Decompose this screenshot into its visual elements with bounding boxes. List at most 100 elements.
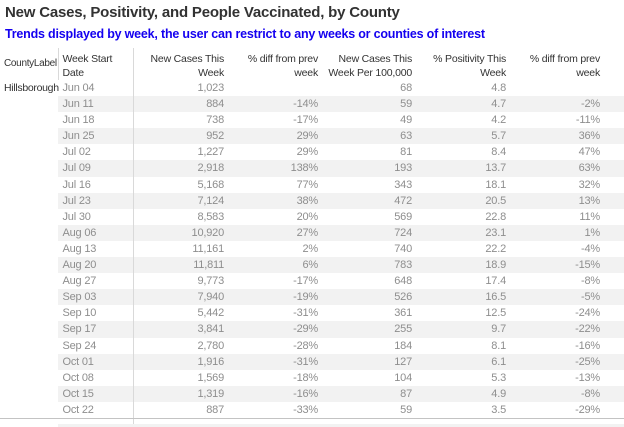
- cell-cases-per-100k[interactable]: 87: [321, 385, 415, 402]
- column-header-positivity[interactable]: % Positivity This Week: [433, 53, 506, 79]
- cell-week-start-date[interactable]: Oct 01: [57, 353, 133, 370]
- cell-pct-diff-cases[interactable]: -29%: [227, 321, 321, 338]
- cell-week-start-date[interactable]: Aug 06: [57, 224, 133, 241]
- cell-positivity[interactable]: 4.2: [491, 114, 506, 127]
- cell-pct-diff-positivity[interactable]: -22%: [509, 321, 603, 338]
- cell-pct-diff-cases[interactable]: 29%: [227, 128, 321, 145]
- cell-pct-diff-positivity[interactable]: 11%: [579, 210, 600, 223]
- cell-cases-per-100k[interactable]: 361: [394, 307, 412, 320]
- cell-cases-per-100k[interactable]: 68: [400, 82, 412, 94]
- cell-week-start-date[interactable]: Jun 18: [62, 114, 95, 127]
- cell-positivity[interactable]: 5.3: [491, 371, 506, 384]
- cell-new-cases[interactable]: 887: [206, 403, 224, 416]
- cell-cases-per-100k[interactable]: 724: [321, 224, 415, 241]
- cell-pct-diff-cases[interactable]: -16%: [227, 385, 321, 402]
- cell-new-cases[interactable]: 11,811: [133, 257, 227, 274]
- cell-cases-per-100k[interactable]: 59: [400, 403, 412, 416]
- cell-week-start-date[interactable]: Jun 11: [57, 96, 133, 113]
- cell-week-start-date[interactable]: Jun 04: [62, 82, 95, 94]
- cell-week-start-date[interactable]: Jun 25: [57, 128, 133, 145]
- cell-cases-per-100k[interactable]: 104: [394, 371, 412, 384]
- cell-new-cases[interactable]: 5,168: [197, 178, 224, 191]
- cell-new-cases[interactable]: 1,227: [197, 146, 224, 159]
- cell-new-cases[interactable]: 11,161: [192, 242, 224, 255]
- cell-week-start-date[interactable]: Sep 17: [57, 321, 133, 338]
- cell-new-cases[interactable]: 10,920: [133, 224, 227, 241]
- cell-positivity[interactable]: 3.5: [491, 403, 506, 416]
- cell-pct-diff-positivity[interactable]: [509, 80, 603, 96]
- cell-positivity[interactable]: 12.5: [485, 307, 506, 320]
- column-header-new-cases[interactable]: New Cases This Week: [150, 53, 225, 79]
- cell-cases-per-100k[interactable]: 472: [321, 192, 415, 209]
- cell-positivity[interactable]: 22.2: [485, 242, 506, 255]
- cell-new-cases[interactable]: 884: [133, 96, 227, 113]
- cell-positivity[interactable]: 17.4: [485, 275, 506, 288]
- cell-pct-diff-positivity[interactable]: -13%: [575, 371, 600, 384]
- cell-pct-diff-cases[interactable]: 29%: [296, 146, 319, 159]
- cell-positivity[interactable]: 8.4: [491, 146, 506, 159]
- cell-pct-diff-positivity[interactable]: -24%: [575, 307, 600, 320]
- cell-week-start-date[interactable]: Jul 16: [62, 178, 91, 191]
- cell-pct-diff-positivity[interactable]: -11%: [575, 114, 600, 127]
- cell-week-start-date[interactable]: Jul 02: [62, 146, 91, 159]
- cell-pct-diff-cases[interactable]: -14%: [227, 96, 321, 113]
- cell-positivity[interactable]: 9.7: [415, 321, 509, 338]
- cell-cases-per-100k[interactable]: 81: [400, 146, 412, 159]
- cell-pct-diff-positivity[interactable]: -29%: [575, 403, 600, 416]
- cell-week-start-date[interactable]: Jul 09: [57, 160, 133, 177]
- cell-new-cases[interactable]: 1,023: [197, 82, 224, 94]
- county-row-label[interactable]: Hillsborough: [4, 82, 59, 94]
- cell-pct-diff-positivity[interactable]: 63%: [509, 160, 603, 177]
- column-header-pct-diff-positivity[interactable]: % diff from prev week: [529, 53, 600, 79]
- cell-positivity[interactable]: 20.5: [415, 192, 509, 209]
- cell-new-cases[interactable]: 9,773: [197, 275, 224, 288]
- cell-week-start-date[interactable]: Oct 22: [62, 403, 94, 416]
- cell-positivity[interactable]: 5.7: [415, 128, 509, 145]
- cell-pct-diff-positivity[interactable]: 36%: [509, 128, 603, 145]
- cell-week-start-date[interactable]: Aug 27: [62, 275, 97, 288]
- cell-new-cases[interactable]: 3,841: [133, 321, 227, 338]
- cell-new-cases[interactable]: 1,569: [197, 371, 224, 384]
- column-header-county-label[interactable]: CountyLabel: [4, 58, 57, 69]
- cell-positivity[interactable]: 23.1: [415, 224, 509, 241]
- cell-cases-per-100k[interactable]: 193: [321, 160, 415, 177]
- cell-pct-diff-positivity[interactable]: -4%: [581, 242, 600, 255]
- cell-pct-diff-cases[interactable]: -31%: [227, 353, 321, 370]
- cell-positivity[interactable]: 16.5: [415, 289, 509, 306]
- cell-pct-diff-positivity[interactable]: 13%: [509, 192, 603, 209]
- cell-week-start-date[interactable]: Sep 03: [57, 289, 133, 306]
- cell-pct-diff-cases[interactable]: 77%: [296, 178, 319, 191]
- cell-cases-per-100k[interactable]: 648: [394, 275, 412, 288]
- cell-cases-per-100k[interactable]: 569: [394, 210, 412, 223]
- cell-pct-diff-cases[interactable]: 2%: [302, 242, 319, 255]
- column-header-week-start-date[interactable]: Week Start Date: [62, 53, 113, 79]
- cell-cases-per-100k[interactable]: 783: [321, 257, 415, 274]
- cell-new-cases[interactable]: 2,918: [133, 160, 227, 177]
- cell-pct-diff-positivity[interactable]: 1%: [509, 224, 603, 241]
- cell-pct-diff-cases[interactable]: 38%: [227, 192, 321, 209]
- cell-week-start-date[interactable]: Jul 30: [62, 210, 91, 223]
- cell-pct-diff-cases[interactable]: 20%: [296, 210, 319, 223]
- cell-pct-diff-positivity[interactable]: -8%: [581, 275, 600, 288]
- cell-pct-diff-cases[interactable]: -17%: [293, 114, 318, 127]
- cell-pct-diff-positivity[interactable]: -8%: [509, 385, 603, 402]
- cell-new-cases[interactable]: 1,916: [133, 353, 227, 370]
- column-header-pct-diff-cases[interactable]: % diff from prev week: [247, 53, 318, 79]
- cell-pct-diff-cases[interactable]: 27%: [227, 224, 321, 241]
- cell-cases-per-100k[interactable]: 740: [394, 242, 412, 255]
- cell-positivity[interactable]: 4.9: [415, 385, 509, 402]
- cell-week-start-date[interactable]: Sep 24: [62, 339, 97, 352]
- cell-new-cases[interactable]: 1,319: [133, 385, 227, 402]
- cell-pct-diff-cases[interactable]: -28%: [293, 339, 318, 352]
- cell-pct-diff-positivity[interactable]: 47%: [578, 146, 601, 159]
- cell-new-cases[interactable]: 7,124: [133, 192, 227, 209]
- cell-cases-per-100k[interactable]: 63: [321, 128, 415, 145]
- cell-cases-per-100k[interactable]: 343: [394, 178, 412, 191]
- cell-pct-diff-cases[interactable]: -31%: [293, 307, 318, 320]
- cell-positivity[interactable]: 4.7: [415, 96, 509, 113]
- cell-week-start-date[interactable]: Oct 08: [62, 371, 94, 384]
- cell-week-start-date[interactable]: Sep 10: [62, 307, 97, 320]
- cell-pct-diff-positivity[interactable]: -16%: [575, 339, 600, 352]
- cell-pct-diff-cases[interactable]: [227, 80, 321, 96]
- cell-new-cases[interactable]: 952: [133, 128, 227, 145]
